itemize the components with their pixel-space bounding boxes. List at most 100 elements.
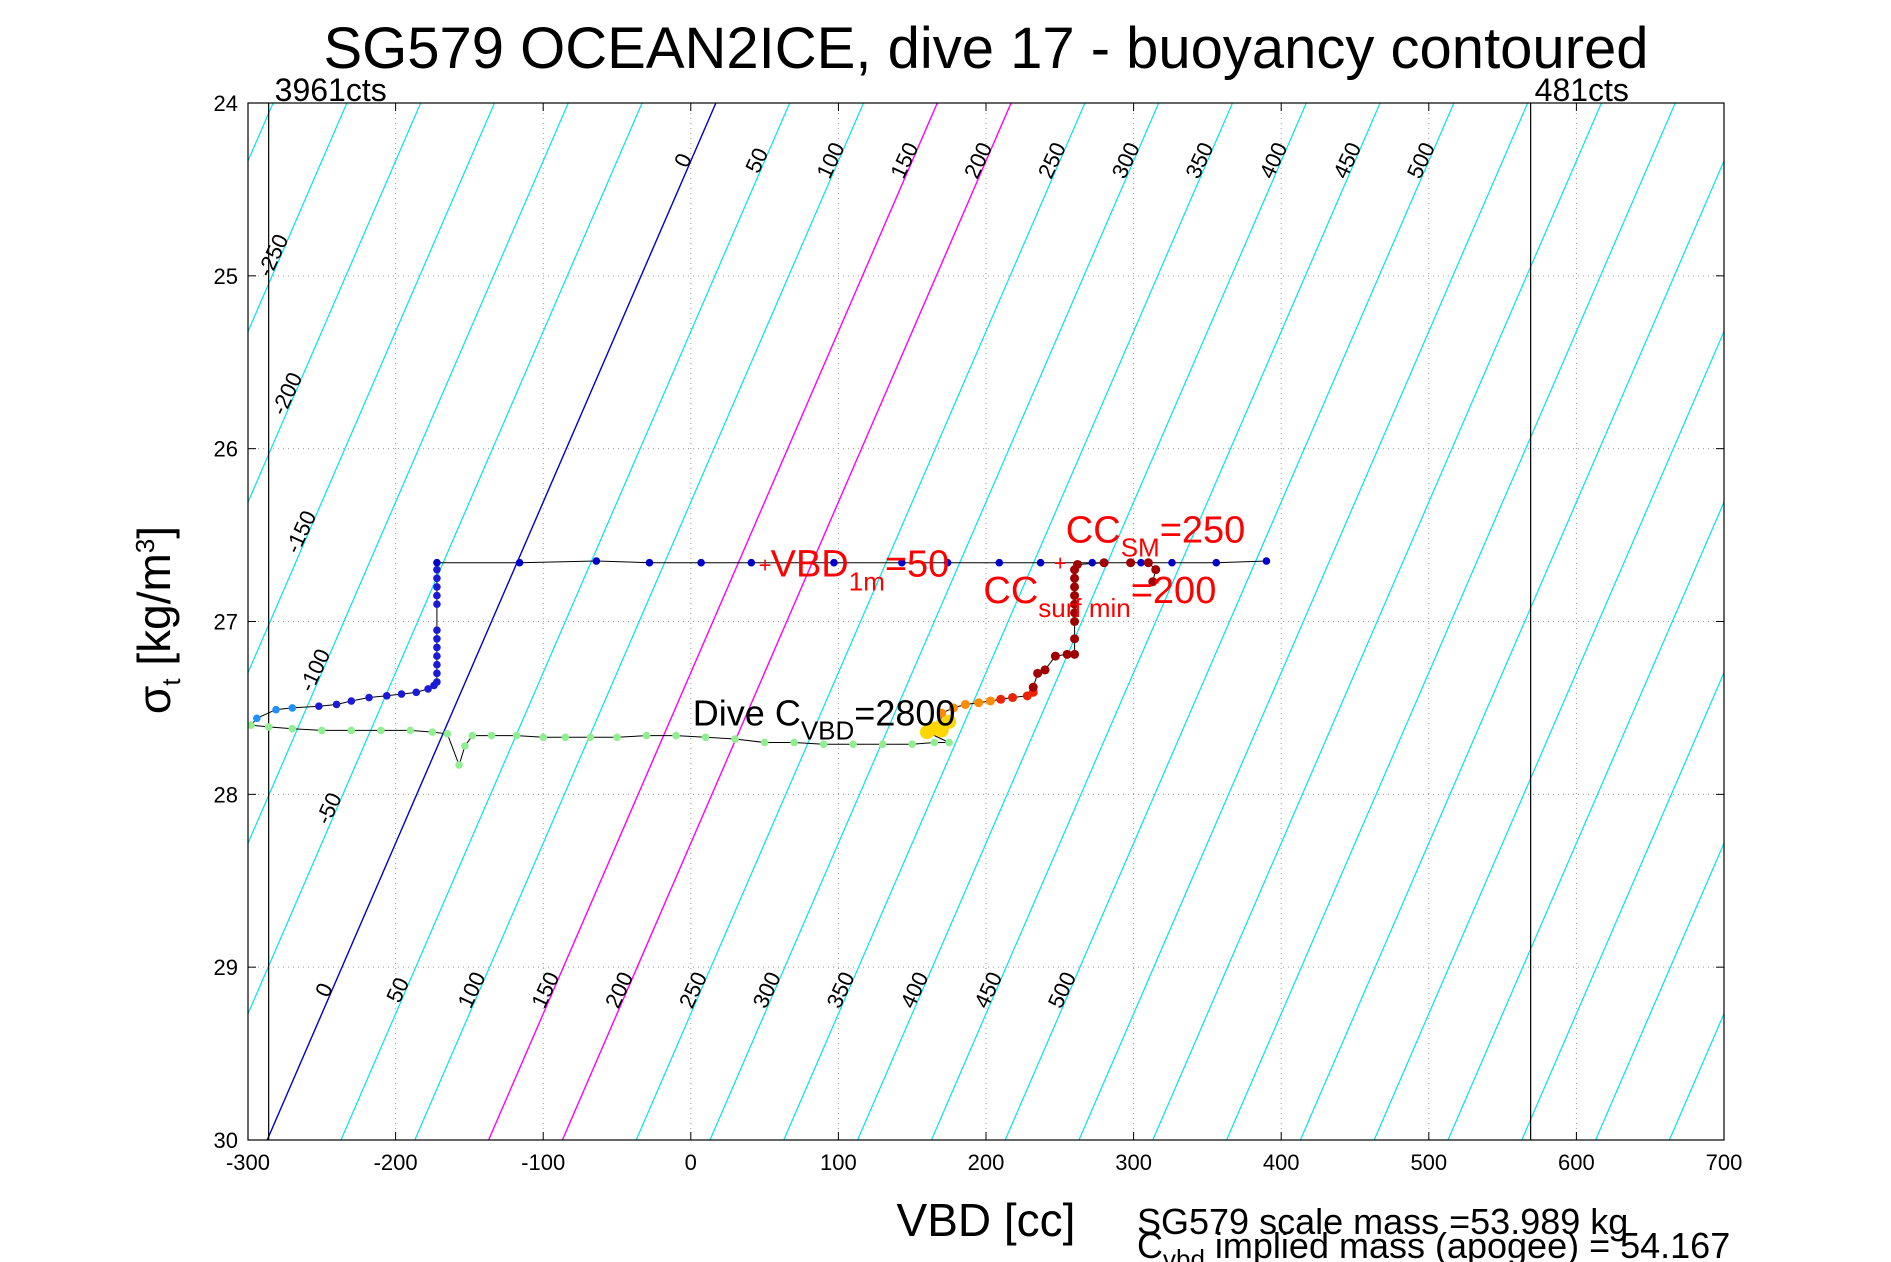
data-point <box>382 692 391 700</box>
contour-line-300 <box>709 103 1160 1140</box>
data-point <box>1028 682 1038 692</box>
data-point <box>512 731 521 740</box>
contour-line-extra <box>1226 103 1676 1140</box>
contour-label-top-300: 300 <box>1107 138 1145 182</box>
contour-line-extra <box>1817 103 1891 1140</box>
contour-line--200 <box>248 103 422 504</box>
contour-label-top-150: 150 <box>885 138 923 182</box>
data-point <box>433 652 441 660</box>
annotation-vbd1m-marker: + <box>759 552 772 577</box>
data-point <box>1070 649 1080 659</box>
contour-line--150 <box>248 103 496 675</box>
data-point <box>1070 634 1080 644</box>
contour-label-bottom-450: 450 <box>969 968 1007 1012</box>
data-point <box>332 700 341 709</box>
contour-line-extra <box>1447 500 1724 1140</box>
mass-note-line1: SG579 scale mass =53.989 kg <box>1137 1201 1628 1242</box>
data-point <box>697 558 705 567</box>
data-point <box>1062 649 1072 659</box>
data-point <box>539 733 547 742</box>
x-axis-label: VBD [cc] <box>897 1194 1076 1246</box>
contour-line-extra <box>1521 671 1724 1140</box>
data-point <box>1040 665 1050 675</box>
buoyancy-contours <box>0 103 1891 1140</box>
data-point <box>645 558 654 567</box>
x-tick-label: 200 <box>968 1150 1005 1175</box>
contour-line-extra <box>1299 159 1724 1140</box>
x-tick-label: -100 <box>521 1150 565 1175</box>
data-point <box>1070 582 1080 592</box>
y-tick-label: 24 <box>214 91 238 116</box>
data-point <box>433 643 441 652</box>
contour-label-bottom-100: 100 <box>452 968 490 1012</box>
x-tick-label: 500 <box>1410 1150 1447 1175</box>
contour-label-bottom-150: 150 <box>526 968 564 1012</box>
data-point <box>819 740 828 749</box>
count-label-right: 481cts <box>1535 72 1629 108</box>
contour-label-bottom-400: 400 <box>895 968 933 1012</box>
annotation-ccsm-marker: + <box>1054 551 1067 576</box>
data-point <box>433 634 441 643</box>
data-point <box>433 558 441 567</box>
data-point <box>1008 693 1018 703</box>
data-point <box>586 733 595 742</box>
contour-line-50 <box>340 103 791 1140</box>
data-point <box>1036 558 1045 567</box>
data-point <box>424 685 432 693</box>
data-point <box>288 704 297 712</box>
annotation-dive-cvbd: Dive CVBD=2800 <box>693 692 956 745</box>
contour-label-left--50: -50 <box>311 789 347 828</box>
data-point <box>1070 608 1080 618</box>
data-point <box>974 698 984 708</box>
contour-line-extra <box>1743 103 1891 1140</box>
data-point <box>433 591 441 600</box>
data-point <box>1212 558 1221 567</box>
contour-label-left--150: -150 <box>280 507 321 557</box>
data-point <box>701 733 710 742</box>
data-point <box>996 694 1006 704</box>
contour-label-top-0: 0 <box>669 149 697 171</box>
x-tick-label: 300 <box>1115 1150 1152 1175</box>
data-point <box>397 690 406 698</box>
data-point <box>1168 558 1176 567</box>
data-point <box>878 740 887 749</box>
data-point <box>995 558 1004 567</box>
data-point <box>443 730 452 738</box>
data-point <box>433 583 441 591</box>
data-point <box>318 726 326 735</box>
vbd-count-lines: 3961cts 481cts <box>268 72 1629 1140</box>
y-tick-label: 29 <box>214 955 238 980</box>
x-tick-label: 100 <box>820 1150 857 1175</box>
data-point <box>1033 668 1043 678</box>
data-point <box>945 738 953 747</box>
contour-label-top-350: 350 <box>1180 138 1218 182</box>
contour-label-top-500: 500 <box>1402 138 1440 182</box>
contour-line--100 <box>248 103 569 845</box>
data-point <box>930 738 939 747</box>
contour-line-200 <box>561 103 1012 1140</box>
data-point <box>1262 557 1271 565</box>
data-point <box>592 557 601 565</box>
data-point <box>487 731 496 740</box>
contour-line-extra <box>0 103 125 1140</box>
data-point <box>1073 559 1083 569</box>
data-point <box>937 708 947 718</box>
data-point <box>790 738 798 747</box>
contour-line-extra <box>1595 841 1724 1140</box>
contour-label-bottom-50: 50 <box>381 974 414 1007</box>
contour-line-100 <box>414 103 865 1140</box>
data-point <box>315 702 323 710</box>
axis-ticks: -300 -200 -100 0 100 200 300 400 500 600 700242526… <box>214 91 1743 1175</box>
y-axis-label: σt [kg/m3] <box>128 526 186 714</box>
data-point <box>1070 617 1080 626</box>
data-point <box>433 565 441 574</box>
contour-label-top-450: 450 <box>1328 138 1366 182</box>
data-point <box>1088 558 1097 567</box>
data-point <box>760 738 769 747</box>
contour-label-bottom-350: 350 <box>821 968 859 1012</box>
data-point <box>272 705 280 714</box>
y-tick-label: 30 <box>214 1128 238 1153</box>
data-point <box>960 699 970 709</box>
